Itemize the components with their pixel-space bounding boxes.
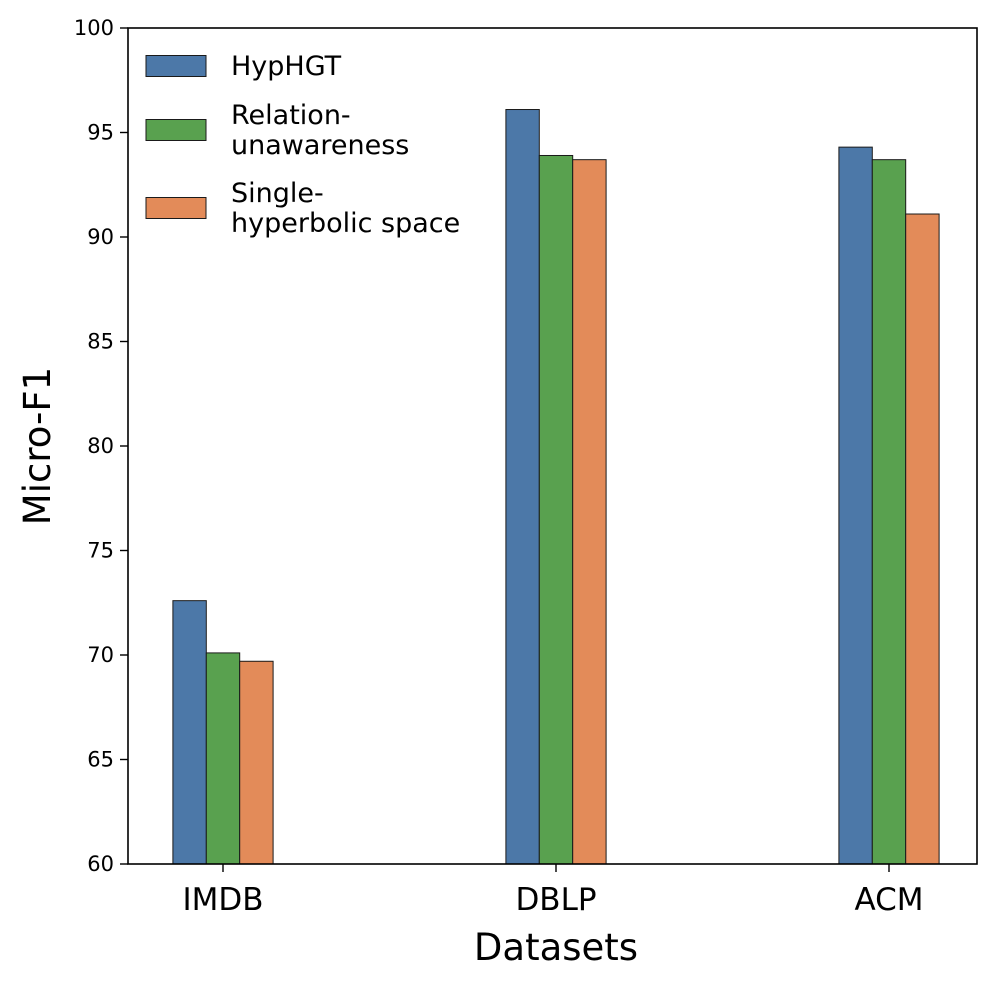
bar-imdb-single-hyperbolic-space (239, 660, 274, 865)
bars-group (172, 109, 940, 865)
legend-label: Single- (231, 178, 324, 209)
x-tick-label: DBLP (515, 882, 596, 918)
y-tick-label: 95 (87, 121, 114, 145)
y-tick-label: 90 (87, 225, 114, 249)
x-axis-ticks: IMDB DBLP ACM (182, 864, 924, 918)
bar-acm-single-hyperbolic-space (905, 213, 940, 865)
legend-swatch (145, 197, 207, 219)
legend-label: HypHGT (231, 51, 342, 82)
legend-swatch (145, 119, 207, 141)
legend-swatch (145, 55, 207, 77)
legend-label: unawareness (231, 130, 409, 161)
bar-dblp-single-hyperbolic-space (572, 159, 607, 865)
bar-acm-relation-unawareness (871, 159, 907, 865)
x-tick-label: ACM (854, 882, 923, 918)
y-tick-label: 65 (87, 748, 114, 772)
bar-acm-hyphgt (838, 146, 873, 865)
x-tick-label: IMDB (182, 882, 263, 918)
y-tick-label: 75 (87, 539, 114, 563)
plot-frame (127, 27, 978, 865)
y-tick-label: 85 (87, 330, 114, 354)
bar-dblp-hyphgt (505, 109, 540, 865)
y-axis-ticks: 60 65 70 75 80 85 90 95 100 (74, 16, 128, 876)
bar-imdb-relation-unawareness (205, 652, 241, 865)
bar-imdb-hyphgt (172, 600, 207, 865)
y-tick-label: 100 (74, 16, 114, 40)
y-axis-title: Micro-F1 (16, 367, 59, 525)
y-tick-label: 70 (87, 643, 114, 667)
legend: HypHGT Relation-unawareness Single-hyperbo… (145, 51, 460, 239)
legend-label: Relation- (231, 100, 351, 131)
bar-dblp-relation-unawareness (538, 154, 574, 865)
x-axis-title: Datasets (474, 926, 638, 969)
legend-label: hyperbolic space (231, 208, 460, 239)
y-tick-label: 80 (87, 434, 114, 458)
y-tick-label: 60 (87, 852, 114, 876)
